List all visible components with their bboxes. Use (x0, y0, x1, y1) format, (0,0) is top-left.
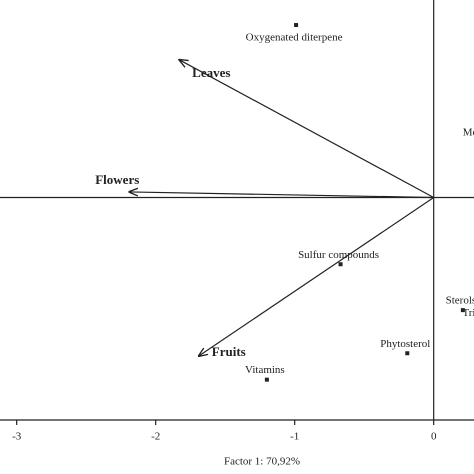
point-label: Phytosterol (380, 338, 430, 350)
vector-label: Fruits (212, 344, 246, 359)
point-label: Sterols (446, 295, 474, 307)
point-label: Oxygenated diterpene (246, 32, 343, 44)
loading-vector (129, 192, 434, 199)
vector-label: Flowers (95, 172, 139, 187)
x-tick-label: -3 (12, 431, 22, 443)
point-label: Sulfur compounds (298, 249, 379, 261)
point-label: Monoterpenes (463, 126, 474, 138)
x-tick-label: -1 (290, 431, 299, 443)
x-tick-label: 0 (431, 431, 437, 443)
point (338, 262, 343, 267)
point-label: Vitamins (245, 364, 285, 376)
loading-vector (199, 196, 435, 356)
point (460, 308, 465, 313)
point (405, 351, 410, 356)
point (294, 23, 299, 28)
point (264, 377, 269, 382)
point-label: Triterpenes (462, 307, 474, 319)
vector-label: Leaves (192, 65, 230, 80)
loading-vector (179, 60, 434, 199)
x-tick-label: -2 (151, 431, 160, 443)
x-axis-label: Factor 1: 70,92% (224, 456, 300, 468)
